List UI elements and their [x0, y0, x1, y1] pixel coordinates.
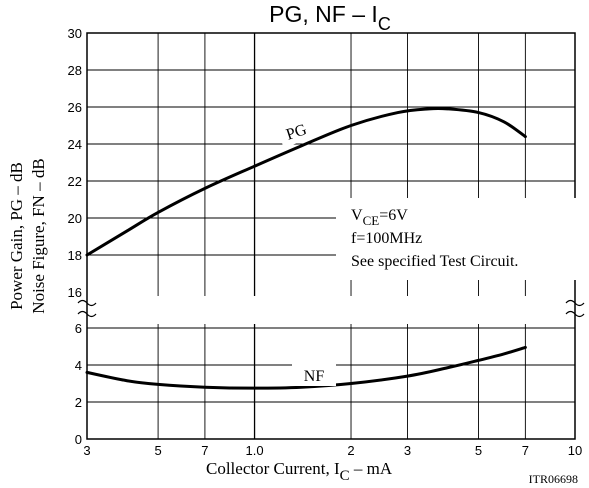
chart-title-main: PG, NF – I — [269, 1, 378, 27]
annotation-test-circuit: See specified Test Circuit. — [351, 253, 518, 270]
y-axis-label-noise-figure: Noise Figure, FN – dB — [29, 158, 48, 313]
annotation-vce-value: =6V — [379, 207, 408, 224]
chart-title: PG, NF – IC — [269, 1, 391, 34]
nf-label-background — [292, 364, 336, 386]
annotation-v: V — [351, 207, 363, 224]
y-axis-label-power-gain: Power Gain, PG – dB — [7, 162, 26, 310]
x-tick-label: 5 — [154, 443, 161, 458]
nf-series-label: NF — [304, 368, 325, 385]
pg-curve — [85, 106, 527, 257]
x-tick-label: 3 — [83, 443, 90, 458]
x-axis-label-main: Collector Current, I — [206, 459, 340, 478]
y-tick-label: 20 — [68, 211, 82, 226]
pg-series-label: PG — [284, 121, 309, 144]
reference-code: ITR06698 — [529, 472, 578, 486]
x-axis-label: Collector Current, IC – mA — [206, 459, 393, 484]
y-tick-label: 24 — [68, 137, 82, 152]
annotation-vce: VCE=6V — [351, 207, 408, 228]
axis-break-band — [77, 296, 585, 324]
x-axis-label-subscript: C — [340, 468, 350, 484]
y-tick-label: 26 — [68, 100, 82, 115]
x-tick-label: 5 — [475, 443, 482, 458]
y-tick-label: 6 — [75, 321, 82, 336]
annotation-ce-subscript: CE — [363, 213, 380, 228]
x-tick-label: 1.0 — [246, 443, 264, 458]
x-tick-label: 3 — [404, 443, 411, 458]
y-tick-label: 30 — [68, 26, 82, 41]
y-tick-label: 16 — [68, 285, 82, 300]
x-tick-label: 7 — [201, 443, 208, 458]
y-tick-label: 22 — [68, 174, 82, 189]
y-tick-label: 0 — [75, 432, 82, 447]
pg-label-background — [276, 114, 316, 148]
y-tick-label: 2 — [75, 395, 82, 410]
chart-title-subscript: C — [378, 14, 391, 34]
y-tick-label: 4 — [75, 358, 82, 373]
x-tick-label: 10 — [568, 443, 582, 458]
y-tick-label: 28 — [68, 63, 82, 78]
y-tick-label: 18 — [68, 248, 82, 263]
axis-break — [77, 296, 585, 324]
annotation-frequency: f=100MHz — [351, 230, 422, 247]
annotation-background — [336, 198, 578, 280]
x-tick-label: 2 — [347, 443, 354, 458]
x-axis-label-unit: – mA — [350, 459, 393, 478]
x-tick-label: 7 — [522, 443, 529, 458]
